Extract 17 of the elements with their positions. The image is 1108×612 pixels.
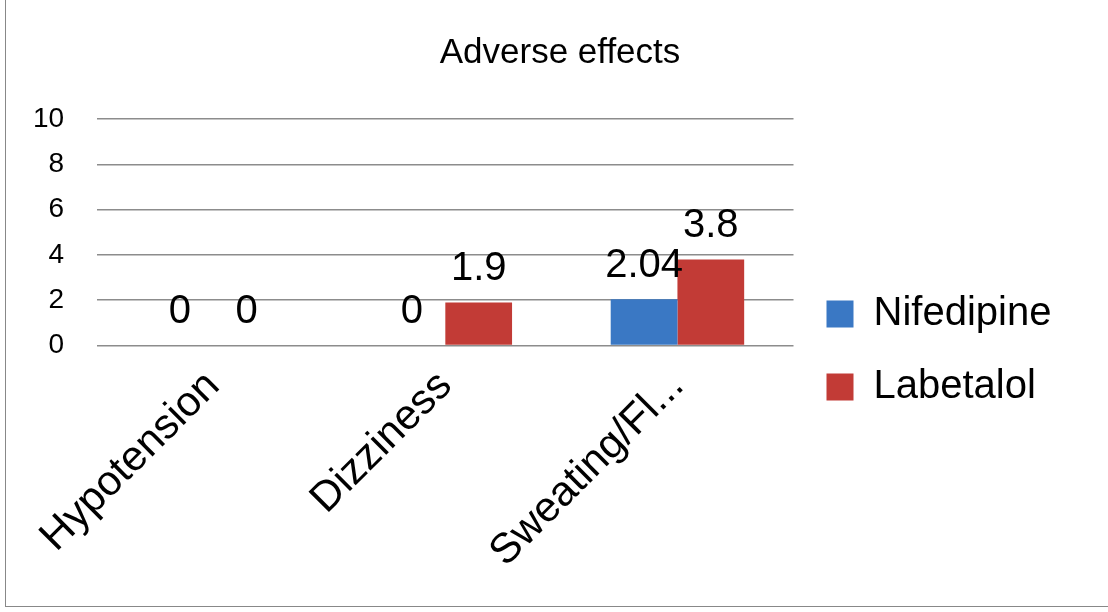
y-tick-label: 6 bbox=[48, 192, 65, 224]
data-label: 0 bbox=[400, 287, 424, 332]
data-label: 0 bbox=[168, 287, 191, 332]
y-tick-label: 2 bbox=[48, 282, 65, 314]
y-tick-label: 8 bbox=[48, 147, 65, 179]
data-label: 2.04 bbox=[605, 241, 683, 286]
data-label: 0 bbox=[235, 287, 258, 332]
y-tick-label: 0 bbox=[48, 328, 65, 360]
legend-label: Labetalol bbox=[873, 362, 1036, 407]
data-label: 3.8 bbox=[683, 201, 739, 246]
chart-title: Adverse effects bbox=[439, 30, 681, 70]
bar bbox=[445, 302, 513, 345]
bar bbox=[610, 299, 678, 345]
y-tick-label: 10 bbox=[32, 101, 65, 133]
legend-label: Nifedipine bbox=[873, 289, 1052, 334]
data-label: 1.9 bbox=[450, 244, 507, 289]
y-tick-label: 4 bbox=[48, 237, 65, 269]
